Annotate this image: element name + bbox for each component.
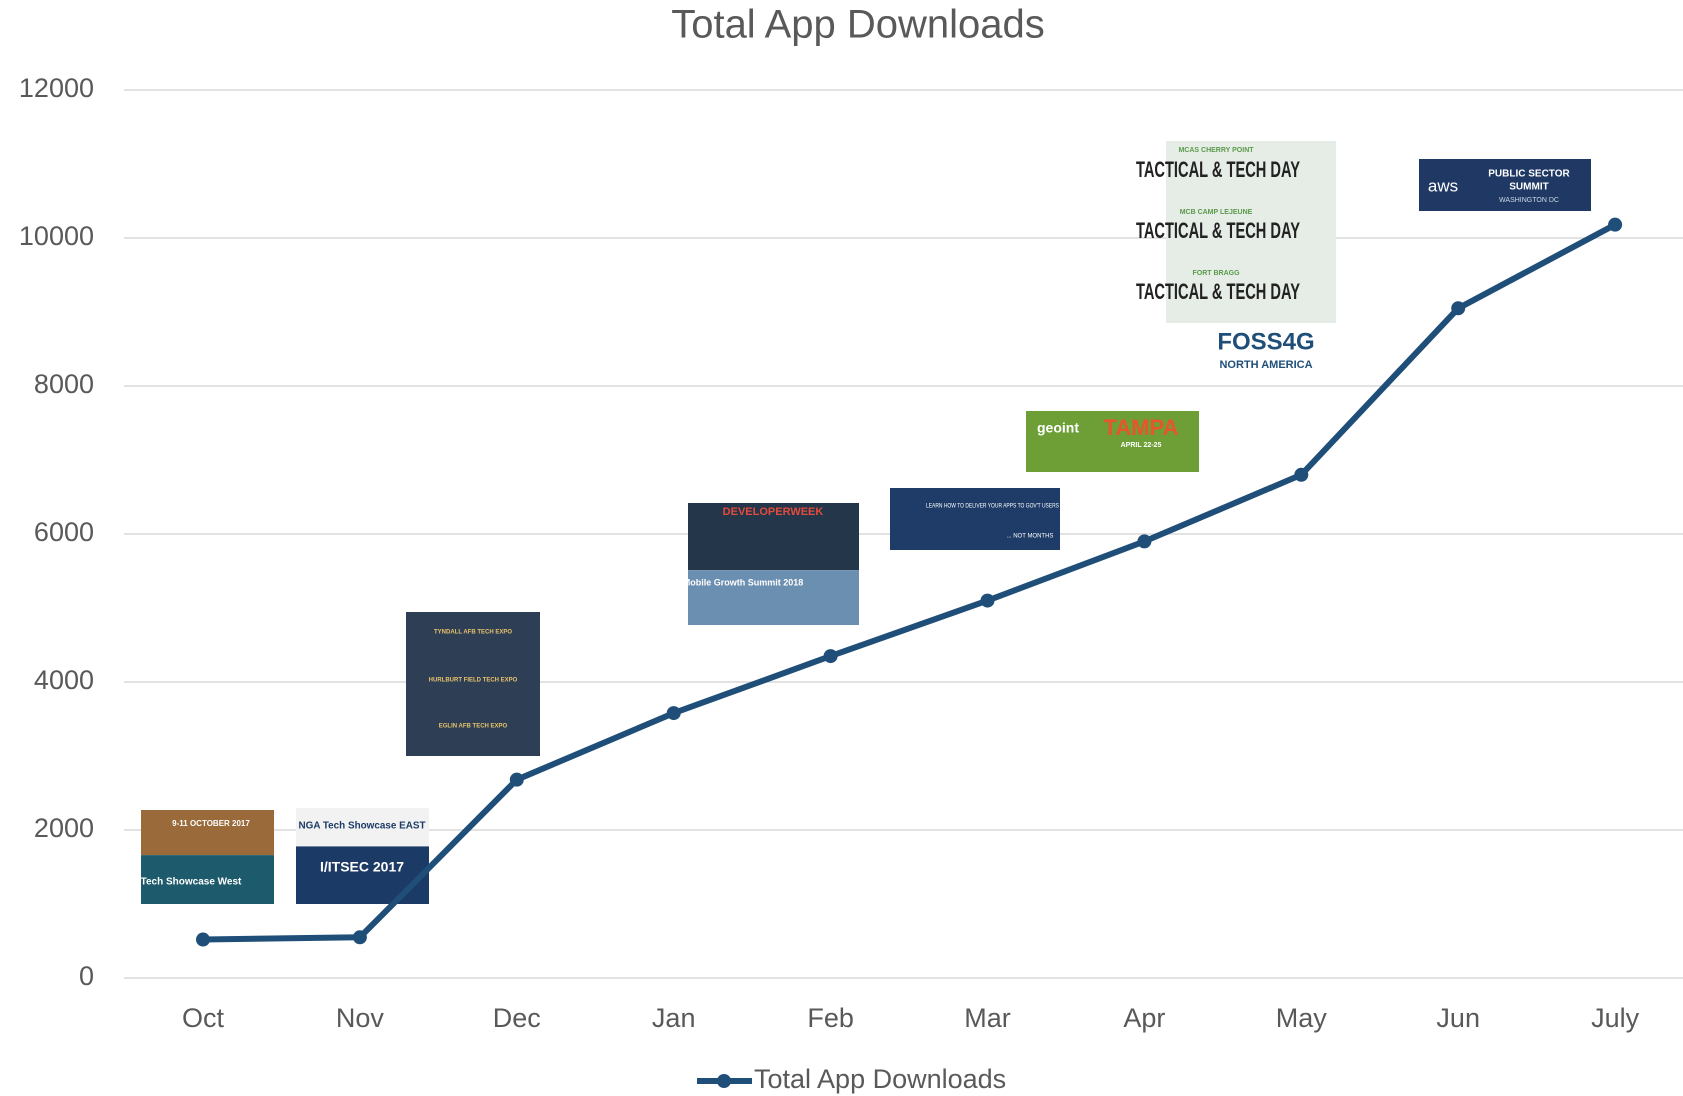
annotation-text: TYNDALL AFB TECH EXPO xyxy=(434,630,512,636)
annotation-text: MCB CAMP LEJEUNE xyxy=(1180,209,1253,216)
point xyxy=(981,594,995,608)
annotation-text: TACTICAL & TECH DAY xyxy=(1136,218,1300,243)
x-tick-label: Dec xyxy=(493,1003,541,1033)
annotation-text: TAMPA xyxy=(1104,415,1179,440)
annotation-text: TACTICAL & TECH DAY xyxy=(1136,279,1300,304)
point xyxy=(196,933,210,947)
annotation-text: ... NOT MONTHS xyxy=(1007,534,1054,540)
annotation-text: APRIL 22-25 xyxy=(1121,442,1162,449)
y-tick-label: 2000 xyxy=(34,813,94,843)
x-tick-label: Apr xyxy=(1123,1003,1165,1033)
annotation-text: NGA Tech Showcase EAST xyxy=(299,821,426,832)
annotation-text: aws xyxy=(1428,176,1458,195)
annotation-text: MCAS CHERRY POINT xyxy=(1178,147,1254,154)
annotation-text: I/ITSEC 2017 xyxy=(320,859,404,875)
point xyxy=(1608,218,1622,232)
annotation-text: HURLBURT FIELD TECH EXPO xyxy=(429,678,518,684)
x-tick-label: Jun xyxy=(1436,1003,1480,1033)
y-tick-label: 0 xyxy=(79,961,94,991)
x-tick-label: May xyxy=(1276,1003,1328,1033)
point xyxy=(824,649,838,663)
point xyxy=(1137,534,1151,548)
annotation-text: PUBLIC SECTOR xyxy=(1488,169,1570,180)
annotation-text: DEVCON xyxy=(896,518,947,532)
point xyxy=(1294,468,1308,482)
y-tick-label: 6000 xyxy=(34,517,94,547)
y-tick-label: 8000 xyxy=(34,369,94,399)
point xyxy=(1451,301,1465,315)
y-tick-label: 10000 xyxy=(19,221,94,251)
annotation-text: 9-11 OCTOBER 2017 xyxy=(172,819,250,828)
x-tick-label: Mar xyxy=(964,1003,1011,1033)
annotation-text: EGLIN AFB TECH EXPO xyxy=(439,724,508,730)
chart-title: Total App Downloads xyxy=(671,3,1045,47)
annotation-text: SUMMIT xyxy=(1509,182,1548,193)
annotation-text: FORT BRAGG xyxy=(1192,270,1240,277)
x-tick-label: July xyxy=(1591,1003,1640,1033)
chart: Total App Downloads 0 2000 4000 6000 8000 100… xyxy=(0,0,1683,1096)
annotation-text: NORTH AMERICA xyxy=(1219,359,1312,371)
x-tick-label: Oct xyxy=(182,1003,225,1033)
annotation-text: TACTICAL & TECH DAY xyxy=(1136,157,1300,182)
point xyxy=(510,773,524,787)
point xyxy=(353,930,367,944)
annotation-text: DEVELOPERWEEK xyxy=(723,506,824,518)
legend-label: Total App Downloads xyxy=(754,1064,1006,1094)
x-tick-label: Nov xyxy=(336,1003,385,1033)
x-tick-label: Jan xyxy=(652,1003,696,1033)
annotation-text: FOSS4G xyxy=(1217,328,1314,355)
annotation-text: LEARN HOW TO DELIVER YOUR APPS TO GOV'T … xyxy=(926,504,1090,510)
y-tick-label: 12000 xyxy=(19,73,94,103)
annotation-image xyxy=(296,846,429,904)
annotation-image xyxy=(141,810,274,855)
annotation-text: Tech Showcase West xyxy=(141,877,242,888)
legend-swatch xyxy=(717,1074,731,1088)
annotation-text: geoint xyxy=(1037,420,1079,436)
x-tick-label: Feb xyxy=(807,1003,854,1033)
annotation-text: Mobile Growth Summit 2018 xyxy=(683,577,804,587)
annotation-text: WASHINGTON DC xyxy=(1499,197,1559,204)
point xyxy=(667,706,681,720)
y-tick-label: 4000 xyxy=(34,665,94,695)
